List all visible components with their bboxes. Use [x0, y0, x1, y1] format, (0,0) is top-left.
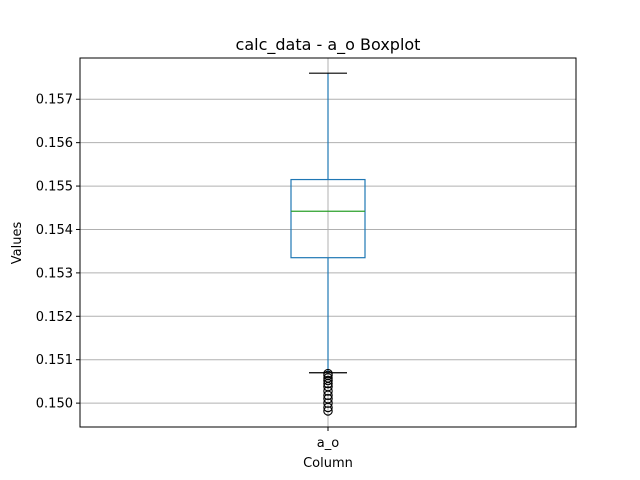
outlier-point [323, 406, 333, 416]
plot-frame [79, 57, 577, 428]
box-layer [290, 72, 366, 416]
y-axis-label: Values [10, 222, 25, 265]
y-tick-label: 0.155 [36, 180, 73, 195]
x-axis-label: Column [303, 456, 353, 471]
y-tick-label: 0.153 [36, 266, 73, 281]
outlier-point [323, 375, 333, 386]
outlier-point [323, 398, 333, 408]
tick-layer: 0.150 0.151 0.152 0.153 0.154 0.155 0.156 0.157… [36, 93, 339, 451]
x-tick-label: a_o [317, 436, 339, 451]
outlier-point [323, 378, 333, 389]
outlier-point [323, 386, 333, 396]
iqr-box [290, 178, 366, 259]
y-tick-label: 0.157 [36, 93, 73, 108]
y-tick-label: 0.152 [36, 310, 73, 325]
y-tick-label: 0.150 [36, 397, 73, 412]
chart-title: calc_data - a_o Boxplot [236, 35, 421, 55]
y-tick-label: 0.154 [36, 223, 73, 238]
outlier-point [323, 402, 333, 413]
grid-lines [80, 58, 576, 427]
outlier-point [323, 390, 333, 401]
y-tick-label: 0.156 [36, 136, 73, 151]
y-tick-label: 0.151 [36, 353, 73, 368]
